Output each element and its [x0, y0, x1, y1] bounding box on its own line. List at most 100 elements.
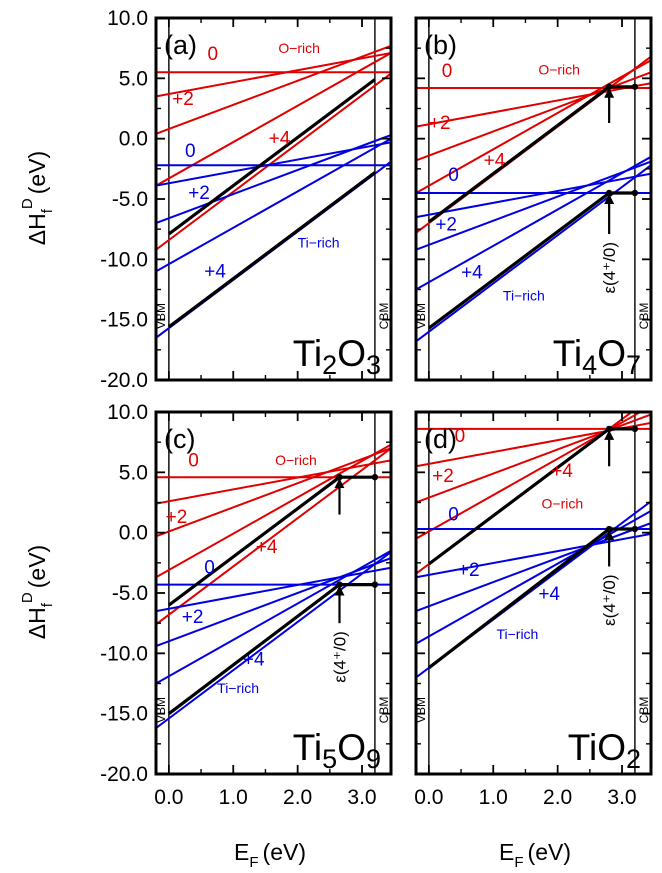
- transition-level-label: ε(4⁺/0): [600, 574, 619, 626]
- transition-point: [631, 425, 639, 433]
- charge-label: +2: [435, 214, 457, 235]
- formation-energy-line-ti_rich-q1: [156, 566, 391, 613]
- formula-label: Ti5O9: [293, 727, 381, 774]
- y-tick-label: -10.0: [100, 642, 148, 665]
- formula-label: TiO2: [568, 727, 641, 774]
- ticks-c: [156, 411, 391, 775]
- cbm-label: CBM: [377, 303, 391, 330]
- transition-point: [605, 525, 613, 533]
- charge-label: 0: [442, 61, 453, 82]
- formation-energy-line-ti_rich-q3: [156, 137, 391, 273]
- transition-point: [605, 189, 613, 197]
- region-label: Ti−rich: [503, 287, 545, 303]
- y-tick-label: -20.0: [100, 369, 148, 392]
- region-label: Ti−rich: [298, 234, 340, 250]
- charge-label: 0: [455, 426, 466, 447]
- x-tick-label: 3.0: [347, 786, 376, 809]
- y-tick-label: 10.0: [107, 401, 148, 424]
- region-label: O−rich: [275, 452, 317, 468]
- ticks-a: [156, 17, 391, 381]
- charge-label: +4: [551, 461, 573, 482]
- formation-energy-line-ti_rich-q3: [156, 549, 391, 685]
- transition-point: [605, 83, 613, 90]
- x-axis-title-right: EF (eV): [499, 839, 571, 871]
- transition-point: [371, 473, 379, 481]
- plot-area-d: ε(4⁺/0): [416, 412, 651, 774]
- panel-letter: (c): [164, 424, 195, 454]
- region-label: Ti−rich: [496, 626, 538, 642]
- charge-label: 0: [204, 558, 215, 579]
- panel-letter: (d): [424, 424, 457, 454]
- charge-label: +4: [243, 649, 265, 670]
- charge-label: +2: [166, 507, 188, 528]
- x-tick-label: 2.0: [283, 786, 312, 809]
- transition-point: [605, 425, 613, 433]
- ticks-b: [416, 17, 651, 381]
- y-tick-label: -10.0: [100, 248, 148, 271]
- charge-label: +2: [458, 560, 480, 581]
- transition-line-transition: [167, 78, 376, 236]
- formation-energy-line-o_rich-q2: [156, 447, 391, 538]
- charge-label: +2: [172, 89, 194, 110]
- formation-energy-line-o_rich-q1: [416, 82, 651, 128]
- formula-label: Ti2O3: [293, 333, 381, 380]
- transition-line-transition: [167, 171, 376, 329]
- x-tick-label: 1.0: [479, 786, 508, 809]
- formation-energy-line-ti_rich-q4: [156, 551, 391, 729]
- charge-label: 0: [448, 505, 459, 526]
- formation-energy-line-o_rich-q4: [156, 72, 391, 251]
- transition-point: [631, 189, 639, 197]
- y-tick-label: -15.0: [100, 703, 148, 726]
- charge-label: 0: [208, 44, 219, 65]
- transition-point: [371, 581, 379, 588]
- x-tick-label: 2.0: [543, 786, 572, 809]
- region-label: O−rich: [278, 40, 320, 56]
- formation-energy-line-o_rich-q3: [156, 443, 391, 579]
- charge-label: +4: [256, 537, 278, 558]
- transition-point: [336, 473, 343, 481]
- charge-label: 0: [188, 450, 199, 471]
- cbm-label: CBM: [637, 697, 651, 724]
- cbm-label: CBM: [637, 303, 651, 330]
- formation-energy-line-ti_rich-q3: [416, 155, 651, 291]
- transition-point: [336, 581, 343, 588]
- y-tick-label: -5.0: [112, 582, 148, 605]
- y-tick-label: 0.0: [119, 128, 148, 151]
- x-tick-label: 0.0: [154, 786, 183, 809]
- panel-letter: (b): [424, 30, 457, 60]
- transition-point: [631, 83, 639, 90]
- charge-label: +2: [429, 113, 451, 134]
- formation-energy-line-o_rich-q3: [416, 59, 651, 194]
- x-tick-label: 3.0: [607, 786, 636, 809]
- x-tick-label: 1.0: [219, 786, 248, 809]
- formation-energy-line-ti_rich-q1: [416, 172, 651, 219]
- plot-area-b: ε(4⁺/0): [416, 18, 651, 380]
- formation-energy-line-o_rich-q2: [156, 44, 391, 135]
- plot-area-c: ε(4⁺/0): [156, 412, 391, 774]
- charge-label: +4: [269, 129, 291, 150]
- transition-point: [631, 525, 639, 533]
- charge-label: +2: [188, 183, 210, 204]
- y-tick-label: -5.0: [112, 188, 148, 211]
- charge-label: 0: [448, 165, 459, 186]
- panel-letter: (a): [164, 30, 197, 60]
- charge-label: +4: [484, 150, 506, 171]
- formation-energy-line-ti_rich-q2: [156, 134, 391, 225]
- formation-energy-line-ti_rich-q1: [416, 532, 651, 579]
- formation-energy-line-o_rich-q3: [156, 52, 391, 187]
- region-label: O−rich: [538, 62, 580, 78]
- region-label: O−rich: [542, 496, 584, 512]
- y-tick-label: 10.0: [107, 7, 148, 30]
- charge-label: 0: [185, 141, 196, 162]
- charge-label: +4: [538, 584, 560, 605]
- region-label: Ti−rich: [217, 680, 259, 696]
- cbm-label: CBM: [377, 697, 391, 724]
- ticks-d: [416, 411, 651, 775]
- formula-label: Ti4O7: [553, 333, 641, 380]
- charge-label: +2: [182, 607, 204, 628]
